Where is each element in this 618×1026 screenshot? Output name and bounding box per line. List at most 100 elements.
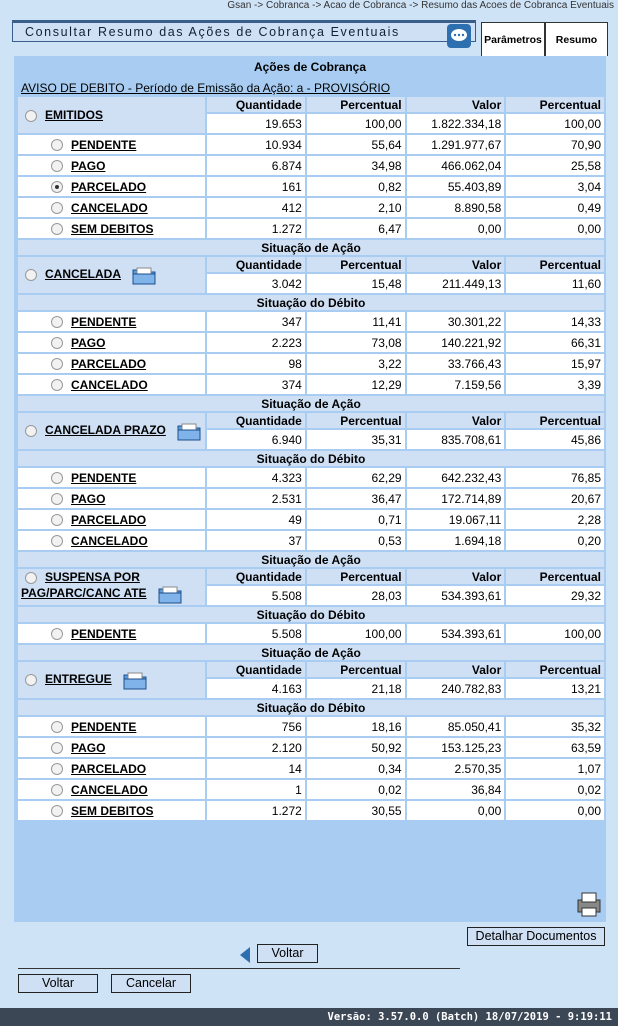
group-label[interactable]: CANCELADA PRAZO: [45, 423, 166, 438]
message-icon[interactable]: [447, 24, 471, 48]
value: 2.223: [207, 333, 305, 352]
back-button[interactable]: Voltar: [257, 944, 318, 963]
row-label-cell: CANCELADO: [18, 780, 206, 799]
tab-active[interactable]: Resumo: [545, 22, 608, 56]
row-label[interactable]: PARCELADO: [71, 356, 147, 371]
row-label[interactable]: CANCELADO: [71, 533, 148, 548]
row: PARCELADO 14 0,34 2.570,35 1,07: [18, 759, 604, 778]
radio[interactable]: [25, 674, 37, 686]
row-label[interactable]: SEM DEBITOS: [71, 803, 154, 818]
radio[interactable]: [51, 742, 63, 755]
value: 0,00: [506, 219, 604, 238]
value: 35,32: [506, 717, 604, 736]
value: 37: [207, 531, 305, 550]
radio[interactable]: [51, 202, 63, 215]
radio[interactable]: [51, 472, 63, 485]
back-button[interactable]: Voltar: [18, 974, 98, 993]
detail-button[interactable]: Detalhar Documentos: [467, 927, 605, 946]
documents-icon[interactable]: [157, 584, 183, 604]
row-label[interactable]: PAGO: [71, 491, 106, 506]
value: 2,28: [506, 510, 604, 529]
row-label[interactable]: PAGO: [71, 158, 106, 173]
documents-icon[interactable]: [176, 421, 202, 441]
radio[interactable]: [51, 763, 63, 776]
total-value: 5.508: [207, 586, 305, 605]
row: SEM DEBITOS 1.272 6,47 0,00 0,00: [18, 219, 604, 238]
row-label[interactable]: PENDENTE: [71, 314, 137, 329]
column-header: Percentual: [306, 97, 405, 112]
row: 3.042 15,48 211.449,13 11,60: [18, 274, 604, 293]
row: Situação do Débito: [18, 607, 604, 622]
row: 4.163 21,18 240.782,83 13,21: [18, 679, 604, 698]
value: 0,34: [306, 759, 405, 778]
section-label: Situação do Débito: [18, 700, 604, 715]
row-label[interactable]: CANCELADO: [71, 377, 148, 392]
documents-icon[interactable]: [131, 265, 157, 285]
radio[interactable]: [25, 269, 37, 281]
value: 0,49: [506, 198, 604, 217]
radio[interactable]: [51, 223, 63, 236]
row-label[interactable]: CANCELADO: [71, 782, 148, 797]
row: PENDENTE 347 11,41 30.301,22 14,33: [18, 312, 604, 331]
group-label[interactable]: CANCELADA: [45, 267, 121, 282]
row-label-cell: PARCELADO: [18, 177, 206, 196]
row-label[interactable]: PARCELADO: [71, 179, 147, 194]
radio[interactable]: [25, 571, 37, 584]
radio[interactable]: [51, 181, 63, 194]
breadcrumb[interactable]: Gsan -> Cobranca -> Acao de Cobranca -> …: [227, 0, 614, 11]
row-label[interactable]: PENDENTE: [71, 470, 137, 485]
total-value: 4.163: [207, 679, 305, 698]
column-header: Percentual: [506, 662, 604, 677]
row-label[interactable]: PENDENTE: [71, 719, 137, 734]
row-label[interactable]: PARCELADO: [71, 761, 147, 776]
row-label[interactable]: PAGO: [71, 335, 106, 350]
radio[interactable]: [25, 425, 37, 437]
radio[interactable]: [51, 514, 63, 527]
radio[interactable]: [51, 535, 63, 548]
radio[interactable]: [51, 139, 63, 152]
row-label[interactable]: PARCELADO: [71, 512, 147, 527]
group-label-cell: CANCELADA PRAZO: [18, 413, 206, 449]
total-value: 28,03: [306, 586, 405, 605]
row-label[interactable]: CANCELADO: [71, 200, 148, 215]
radio[interactable]: [51, 316, 63, 329]
radio[interactable]: [51, 160, 63, 173]
radio[interactable]: [51, 805, 63, 818]
row-label[interactable]: PAGO: [71, 740, 106, 755]
group-label[interactable]: SUSPENSA POR PAG/PARC/CANC ATE: [21, 570, 147, 601]
radio[interactable]: [51, 721, 63, 734]
row: PARCELADO 161 0,82 55.403,89 3,04: [18, 177, 604, 196]
row-label-cell: PENDENTE: [18, 717, 206, 736]
total-value: 19.653: [207, 114, 305, 133]
value: 0,00: [506, 801, 604, 820]
value: 374: [207, 375, 305, 394]
group-label[interactable]: ENTREGUE: [45, 672, 112, 687]
row: Situação de Ação: [18, 552, 604, 567]
radio[interactable]: [51, 358, 63, 371]
group-label[interactable]: EMITIDOS: [45, 108, 104, 122]
radio[interactable]: [51, 493, 63, 506]
value: 36,47: [306, 489, 405, 508]
action-header[interactable]: AVISO DE DEBITO - Período de Emissão da …: [18, 80, 604, 95]
row-label[interactable]: PENDENTE: [71, 137, 137, 152]
value: 534.393,61: [406, 624, 505, 643]
cancel-button[interactable]: Cancelar: [111, 974, 191, 993]
value: 1: [207, 780, 305, 799]
total-value: 21,18: [306, 679, 405, 698]
radio[interactable]: [51, 379, 63, 392]
row-label[interactable]: SEM DEBITOS: [71, 221, 154, 236]
radio[interactable]: [51, 337, 63, 350]
row: 19.653 100,00 1.822.334,18 100,00: [18, 114, 604, 133]
tab[interactable]: Parâmetros: [481, 22, 545, 56]
radio[interactable]: [51, 628, 63, 641]
print-icon[interactable]: [574, 890, 604, 918]
column-header: Quantidade: [207, 662, 305, 677]
documents-icon[interactable]: [122, 670, 148, 690]
column-header: Quantidade: [207, 257, 305, 272]
column-header: Percentual: [306, 569, 405, 584]
row-label[interactable]: PENDENTE: [71, 626, 137, 641]
back-arrow[interactable]: [238, 946, 252, 964]
value: 25,58: [506, 156, 604, 175]
radio[interactable]: [25, 109, 37, 122]
radio[interactable]: [51, 784, 63, 797]
